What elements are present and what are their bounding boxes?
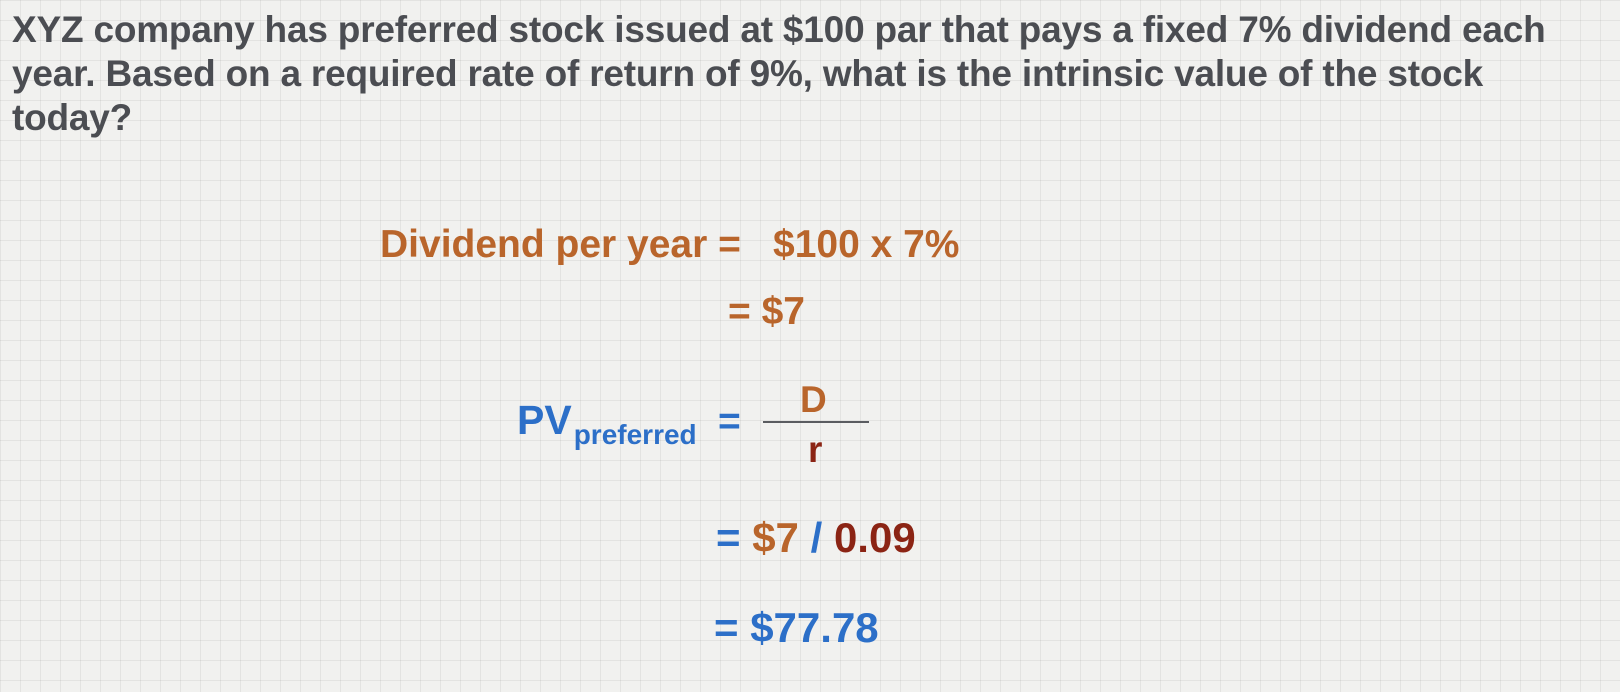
dividend-label: Dividend per year =: [380, 223, 741, 266]
fraction-bar: [763, 421, 869, 423]
substitution-line: = $7 / 0.09: [716, 515, 916, 561]
pv-preferred-label: PVpreferred: [517, 397, 697, 450]
substitution-dividend: $7: [752, 514, 799, 561]
question-text: XYZ company has preferred stock issued a…: [12, 9, 1546, 138]
pv-main-text: PV: [517, 397, 572, 443]
substitution-operator: /: [810, 514, 823, 561]
substitution-equals: =: [716, 514, 741, 561]
dividend-calculation: $100 x 7%: [773, 223, 960, 266]
answer-value: $77.78: [750, 604, 879, 651]
substitution-rate: 0.09: [833, 514, 916, 561]
fraction-numerator: D: [800, 379, 827, 420]
pv-subscript: preferred: [573, 419, 697, 450]
dividend-result: = $7: [728, 290, 805, 333]
fraction-denominator: r: [808, 429, 823, 470]
formula-equals: =: [718, 400, 741, 443]
answer-line: = $77.78: [714, 605, 879, 651]
answer-equals: =: [714, 604, 739, 651]
